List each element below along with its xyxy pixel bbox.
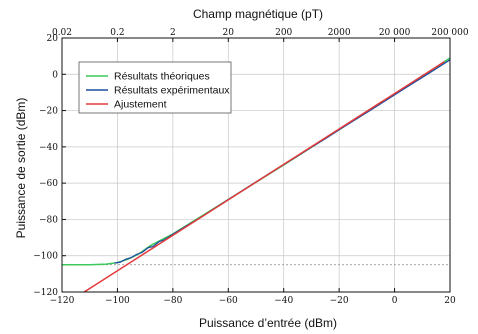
legend: Résultats théoriques Résultats expérimen… [78,61,232,114]
y-tick-label: −120 [33,288,58,298]
x-tick-label: −120 [50,296,75,306]
x-tick-label: 20 [444,296,456,306]
plot-frame [61,37,451,293]
top-axis-label: Champ magnétique (pT) [193,7,323,21]
y-tick-label: 0 [52,70,58,80]
top-tick-label: 0.2 [110,28,124,38]
top-tick-label: 2000 [328,28,351,38]
series-layer [62,57,451,293]
x-tick-label: −20 [330,296,349,306]
legend-label-theory: Résultats théoriques [114,71,210,83]
y-tick-label: −80 [39,215,58,225]
x-tick-label: −60 [219,296,238,306]
top-tick-label: 2 [170,28,176,38]
x-axis-label: Puissance d’entrée (dBm) [199,316,337,330]
top-tick-label: 20 000 [379,28,411,38]
x-tick-label: −80 [163,296,182,306]
x-tick-label: 0 [392,296,398,306]
y-tick-label: −20 [39,107,58,117]
legend-label-experiment: Résultats expérimentaux [114,85,230,97]
x-tick-label: −100 [105,296,130,306]
ticks: −120 −100 −80 −60 −40 −20 0 20−120−100−80−60−40… [33,28,469,306]
top-tick-label: 200 [275,28,292,38]
legend-label-fit: Ajustement [114,99,167,111]
y-axis-label: Puissance de sortie (dBm) [14,98,28,239]
y-tick-label: 20 [47,34,59,44]
top-tick-label: 0.02 [52,28,72,38]
top-tick-label: 20 [223,28,235,38]
y-tick-label: −100 [33,252,58,262]
x-tick-label: −40 [274,296,293,306]
y-tick-label: −40 [39,143,58,153]
series-line-fit [83,60,445,293]
top-tick-label: 200 000 [431,28,468,38]
y-tick-label: −60 [39,179,58,189]
